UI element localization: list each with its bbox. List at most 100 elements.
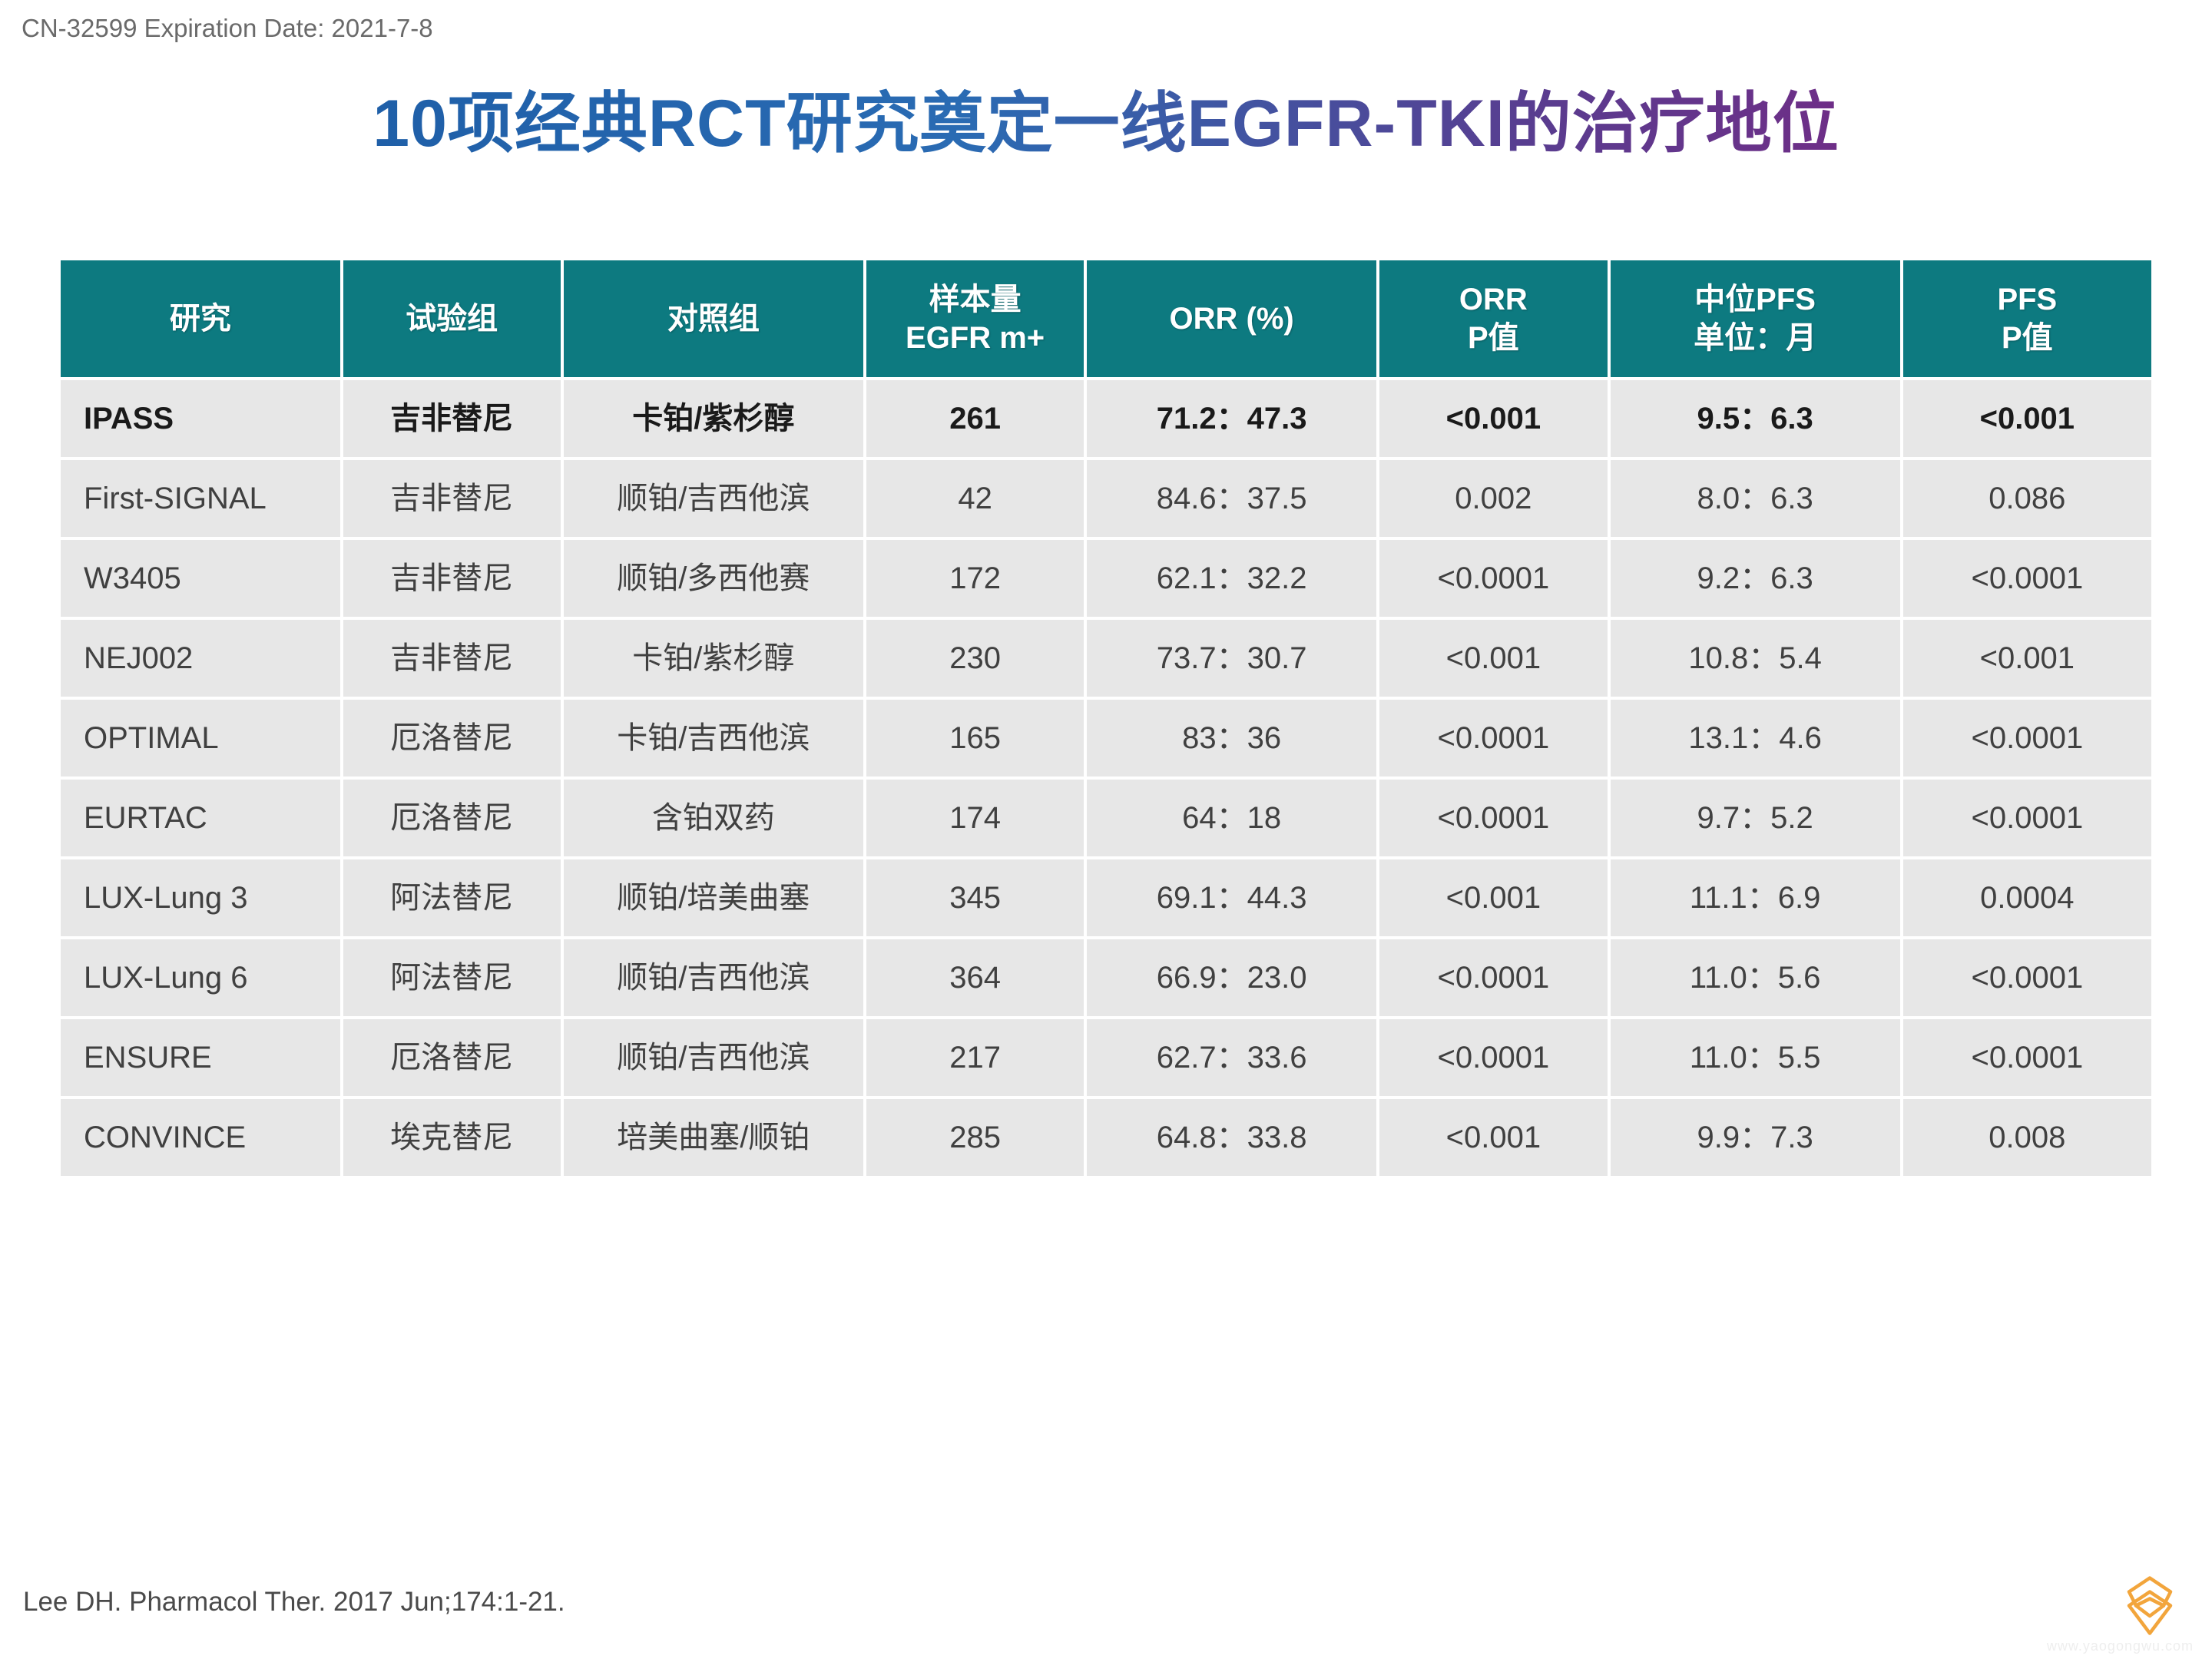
table-cell: 64：18 [1087, 780, 1376, 856]
table-cell: 0.0004 [1903, 859, 2151, 936]
table-row: OPTIMAL厄洛替尼卡铂/吉西他滨16583：36<0.000113.1：4.… [61, 700, 2151, 777]
table-cell: 厄洛替尼 [343, 780, 561, 856]
table-cell: 顺铂/吉西他滨 [564, 1019, 864, 1096]
table-cell: <0.001 [1903, 380, 2151, 457]
table-cell: 吉非替尼 [343, 460, 561, 537]
table-cell: <0.0001 [1379, 780, 1607, 856]
table-cell: 9.5：6.3 [1611, 380, 1900, 457]
table-row: First-SIGNAL吉非替尼顺铂/吉西他滨4284.6：37.50.0028… [61, 460, 2151, 537]
table-cell: 11.0：5.6 [1611, 939, 1900, 1016]
table-cell: 吉非替尼 [343, 620, 561, 697]
table-row: EURTAC厄洛替尼含铂双药17464：18<0.00019.7：5.2<0.0… [61, 780, 2151, 856]
table-cell: 217 [866, 1019, 1084, 1096]
table-cell: <0.001 [1379, 620, 1607, 697]
table-cell: 卡铂/吉西他滨 [564, 700, 864, 777]
table-cell: <0.0001 [1379, 939, 1607, 1016]
table-cell: 9.2：6.3 [1611, 540, 1900, 617]
table-header-cell: 样本量EGFR m+ [866, 260, 1084, 377]
table-cell: 厄洛替尼 [343, 700, 561, 777]
table-cell: 阿法替尼 [343, 859, 561, 936]
table-cell: 卡铂/紫杉醇 [564, 380, 864, 457]
header-code: CN-32599 Expiration Date: 2021-7-8 [22, 14, 433, 43]
table-cell: 9.7：5.2 [1611, 780, 1900, 856]
table-cell: 11.1：6.9 [1611, 859, 1900, 936]
table-row: IPASS吉非替尼卡铂/紫杉醇26171.2：47.3<0.0019.5：6.3… [61, 380, 2151, 457]
table-cell: EURTAC [61, 780, 340, 856]
table-header-cell: PFSP值 [1903, 260, 2151, 377]
table-cell: 11.0：5.5 [1611, 1019, 1900, 1096]
table-cell: 165 [866, 700, 1084, 777]
table-cell: <0.001 [1379, 380, 1607, 457]
table-cell: ENSURE [61, 1019, 340, 1096]
slide-title: 10项经典RCT研究奠定一线EGFR-TKI的治疗地位 [373, 69, 1839, 165]
table-cell: 230 [866, 620, 1084, 697]
table-cell: 62.7：33.6 [1087, 1019, 1376, 1096]
table-header: 研究试验组对照组样本量EGFR m+ORR (%)ORRP值中位PFS单位：月P… [61, 260, 2151, 377]
table-cell: 261 [866, 380, 1084, 457]
table-cell: 73.7：30.7 [1087, 620, 1376, 697]
table-cell: 0.002 [1379, 460, 1607, 537]
table-cell: <0.0001 [1903, 1019, 2151, 1096]
table-cell: 0.008 [1903, 1099, 2151, 1176]
table-cell: 84.6：37.5 [1087, 460, 1376, 537]
table-cell: NEJ002 [61, 620, 340, 697]
table-cell: 含铂双药 [564, 780, 864, 856]
table-row: LUX-Lung 6阿法替尼顺铂/吉西他滨36466.9：23.0<0.0001… [61, 939, 2151, 1016]
table-cell: 吉非替尼 [343, 540, 561, 617]
table-cell: <0.0001 [1903, 540, 2151, 617]
table-cell: LUX-Lung 3 [61, 859, 340, 936]
table-cell: 10.8：5.4 [1611, 620, 1900, 697]
table-cell: 埃克替尼 [343, 1099, 561, 1176]
company-logo-icon [2115, 1568, 2184, 1641]
table-cell: OPTIMAL [61, 700, 340, 777]
table-cell: 培美曲塞/顺铂 [564, 1099, 864, 1176]
table-row: W3405吉非替尼顺铂/多西他赛17262.1：32.2<0.00019.2：6… [61, 540, 2151, 617]
table-cell: LUX-Lung 6 [61, 939, 340, 1016]
table-row: CONVINCE埃克替尼培美曲塞/顺铂28564.8：33.8<0.0019.9… [61, 1099, 2151, 1176]
table-cell: <0.0001 [1379, 700, 1607, 777]
table-cell: 285 [866, 1099, 1084, 1176]
table-cell: 顺铂/吉西他滨 [564, 460, 864, 537]
table-cell: 174 [866, 780, 1084, 856]
table-header-cell: 研究 [61, 260, 340, 377]
table-row: LUX-Lung 3阿法替尼顺铂/培美曲塞34569.1：44.3<0.0011… [61, 859, 2151, 936]
table-cell: First-SIGNAL [61, 460, 340, 537]
table-cell: <0.0001 [1379, 1019, 1607, 1096]
table-header-cell: ORRP值 [1379, 260, 1607, 377]
table-cell: 71.2：47.3 [1087, 380, 1376, 457]
table-cell: W3405 [61, 540, 340, 617]
table-cell: <0.001 [1379, 1099, 1607, 1176]
table-cell: 364 [866, 939, 1084, 1016]
table-cell: 卡铂/紫杉醇 [564, 620, 864, 697]
table-cell: 顺铂/多西他赛 [564, 540, 864, 617]
table-row: ENSURE厄洛替尼顺铂/吉西他滨21762.7：33.6<0.000111.0… [61, 1019, 2151, 1096]
table-header-cell: 试验组 [343, 260, 561, 377]
table-cell: 阿法替尼 [343, 939, 561, 1016]
table-cell: 顺铂/培美曲塞 [564, 859, 864, 936]
table-cell: CONVINCE [61, 1099, 340, 1176]
table-cell: <0.001 [1379, 859, 1607, 936]
table-header-cell: 对照组 [564, 260, 864, 377]
table-cell: 0.086 [1903, 460, 2151, 537]
table-cell: 83：36 [1087, 700, 1376, 777]
watermark-text: www.yaogongwu.com [2047, 1638, 2194, 1654]
table-cell: 62.1：32.2 [1087, 540, 1376, 617]
table-cell: 厄洛替尼 [343, 1019, 561, 1096]
table-cell: <0.001 [1903, 620, 2151, 697]
table-cell: 172 [866, 540, 1084, 617]
table-cell: 9.9：7.3 [1611, 1099, 1900, 1176]
table-cell: 42 [866, 460, 1084, 537]
table-row: NEJ002吉非替尼卡铂/紫杉醇23073.7：30.7<0.00110.8：5… [61, 620, 2151, 697]
table-header-cell: ORR (%) [1087, 260, 1376, 377]
table-body: IPASS吉非替尼卡铂/紫杉醇26171.2：47.3<0.0019.5：6.3… [61, 380, 2151, 1176]
table-cell: 66.9：23.0 [1087, 939, 1376, 1016]
table-cell: 吉非替尼 [343, 380, 561, 457]
table-cell: 顺铂/吉西他滨 [564, 939, 864, 1016]
table-cell: <0.0001 [1379, 540, 1607, 617]
table-cell: <0.0001 [1903, 700, 2151, 777]
table-cell: 345 [866, 859, 1084, 936]
table-cell: 64.8：33.8 [1087, 1099, 1376, 1176]
table-cell: <0.0001 [1903, 780, 2151, 856]
citation-text: Lee DH. Pharmacol Ther. 2017 Jun;174:1-2… [23, 1587, 565, 1618]
table-cell: <0.0001 [1903, 939, 2151, 1016]
